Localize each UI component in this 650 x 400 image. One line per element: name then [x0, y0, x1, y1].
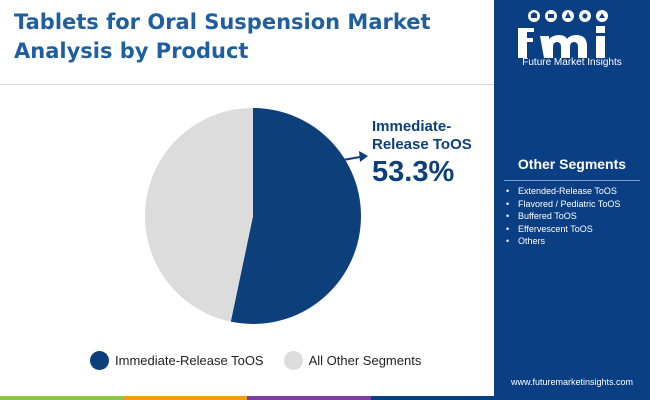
- chart-legend: Immediate-Release ToOS All Other Segments: [90, 350, 441, 370]
- pie-chart: [145, 108, 368, 324]
- legend-label: All Other Segments: [308, 352, 422, 368]
- callout-label-line-1: Immediate-: [372, 118, 452, 135]
- list-item: Others: [506, 235, 646, 248]
- legend-swatch: [283, 350, 303, 370]
- callout: Immediate- Release ToOS 53.3%: [372, 118, 490, 189]
- logo-text: Future Market Insights: [522, 57, 622, 68]
- legend-item-1: All Other Segments: [283, 350, 422, 370]
- other-segments-list: Extended-Release ToOS Flavored / Pediatr…: [506, 185, 646, 248]
- callout-arrow-line: [342, 156, 361, 161]
- legend-swatch: [90, 350, 109, 370]
- bottom-color-bar: [0, 396, 494, 400]
- callout-value: 53.3%: [372, 156, 455, 188]
- list-item: Flavored / Pediatric ToOS: [506, 198, 646, 211]
- sidebar: Future Market Insights Other Segments Ex…: [494, 0, 650, 400]
- legend-label: Immediate-Release ToOS: [115, 352, 264, 368]
- callout-label: Immediate- Release ToOS: [372, 118, 490, 154]
- header-divider: [0, 84, 494, 85]
- pie-slice-0: [230, 108, 361, 324]
- bottom-bar-segment-1: [123, 396, 247, 400]
- title-line-1: Tablets for Oral Suspension Market: [14, 10, 431, 34]
- bottom-bar-segment-3: [370, 396, 494, 400]
- website-url: www.futuremarketinsights.com: [510, 377, 634, 387]
- bottom-bar-segment-0: [0, 396, 124, 400]
- list-item: Effervescent ToOS: [506, 223, 646, 236]
- pie-slice-1: [145, 108, 253, 322]
- list-item: Buffered ToOS: [506, 210, 646, 223]
- bottom-bar-segment-2: [247, 396, 371, 400]
- fmi-logo-icon: [518, 10, 608, 58]
- callout-arrow-head: [359, 151, 368, 162]
- legend-item-0: Immediate-Release ToOS: [90, 350, 264, 370]
- other-segments-title: Other Segments: [517, 156, 627, 172]
- list-item: Extended-Release ToOS: [506, 185, 646, 198]
- callout-label-line-2: Release ToOS: [372, 136, 472, 153]
- title-line-2: Analysis by Product: [14, 39, 249, 63]
- other-segments-divider: [504, 180, 640, 181]
- page-title: Tablets for Oral Suspension Market Analy…: [14, 8, 484, 66]
